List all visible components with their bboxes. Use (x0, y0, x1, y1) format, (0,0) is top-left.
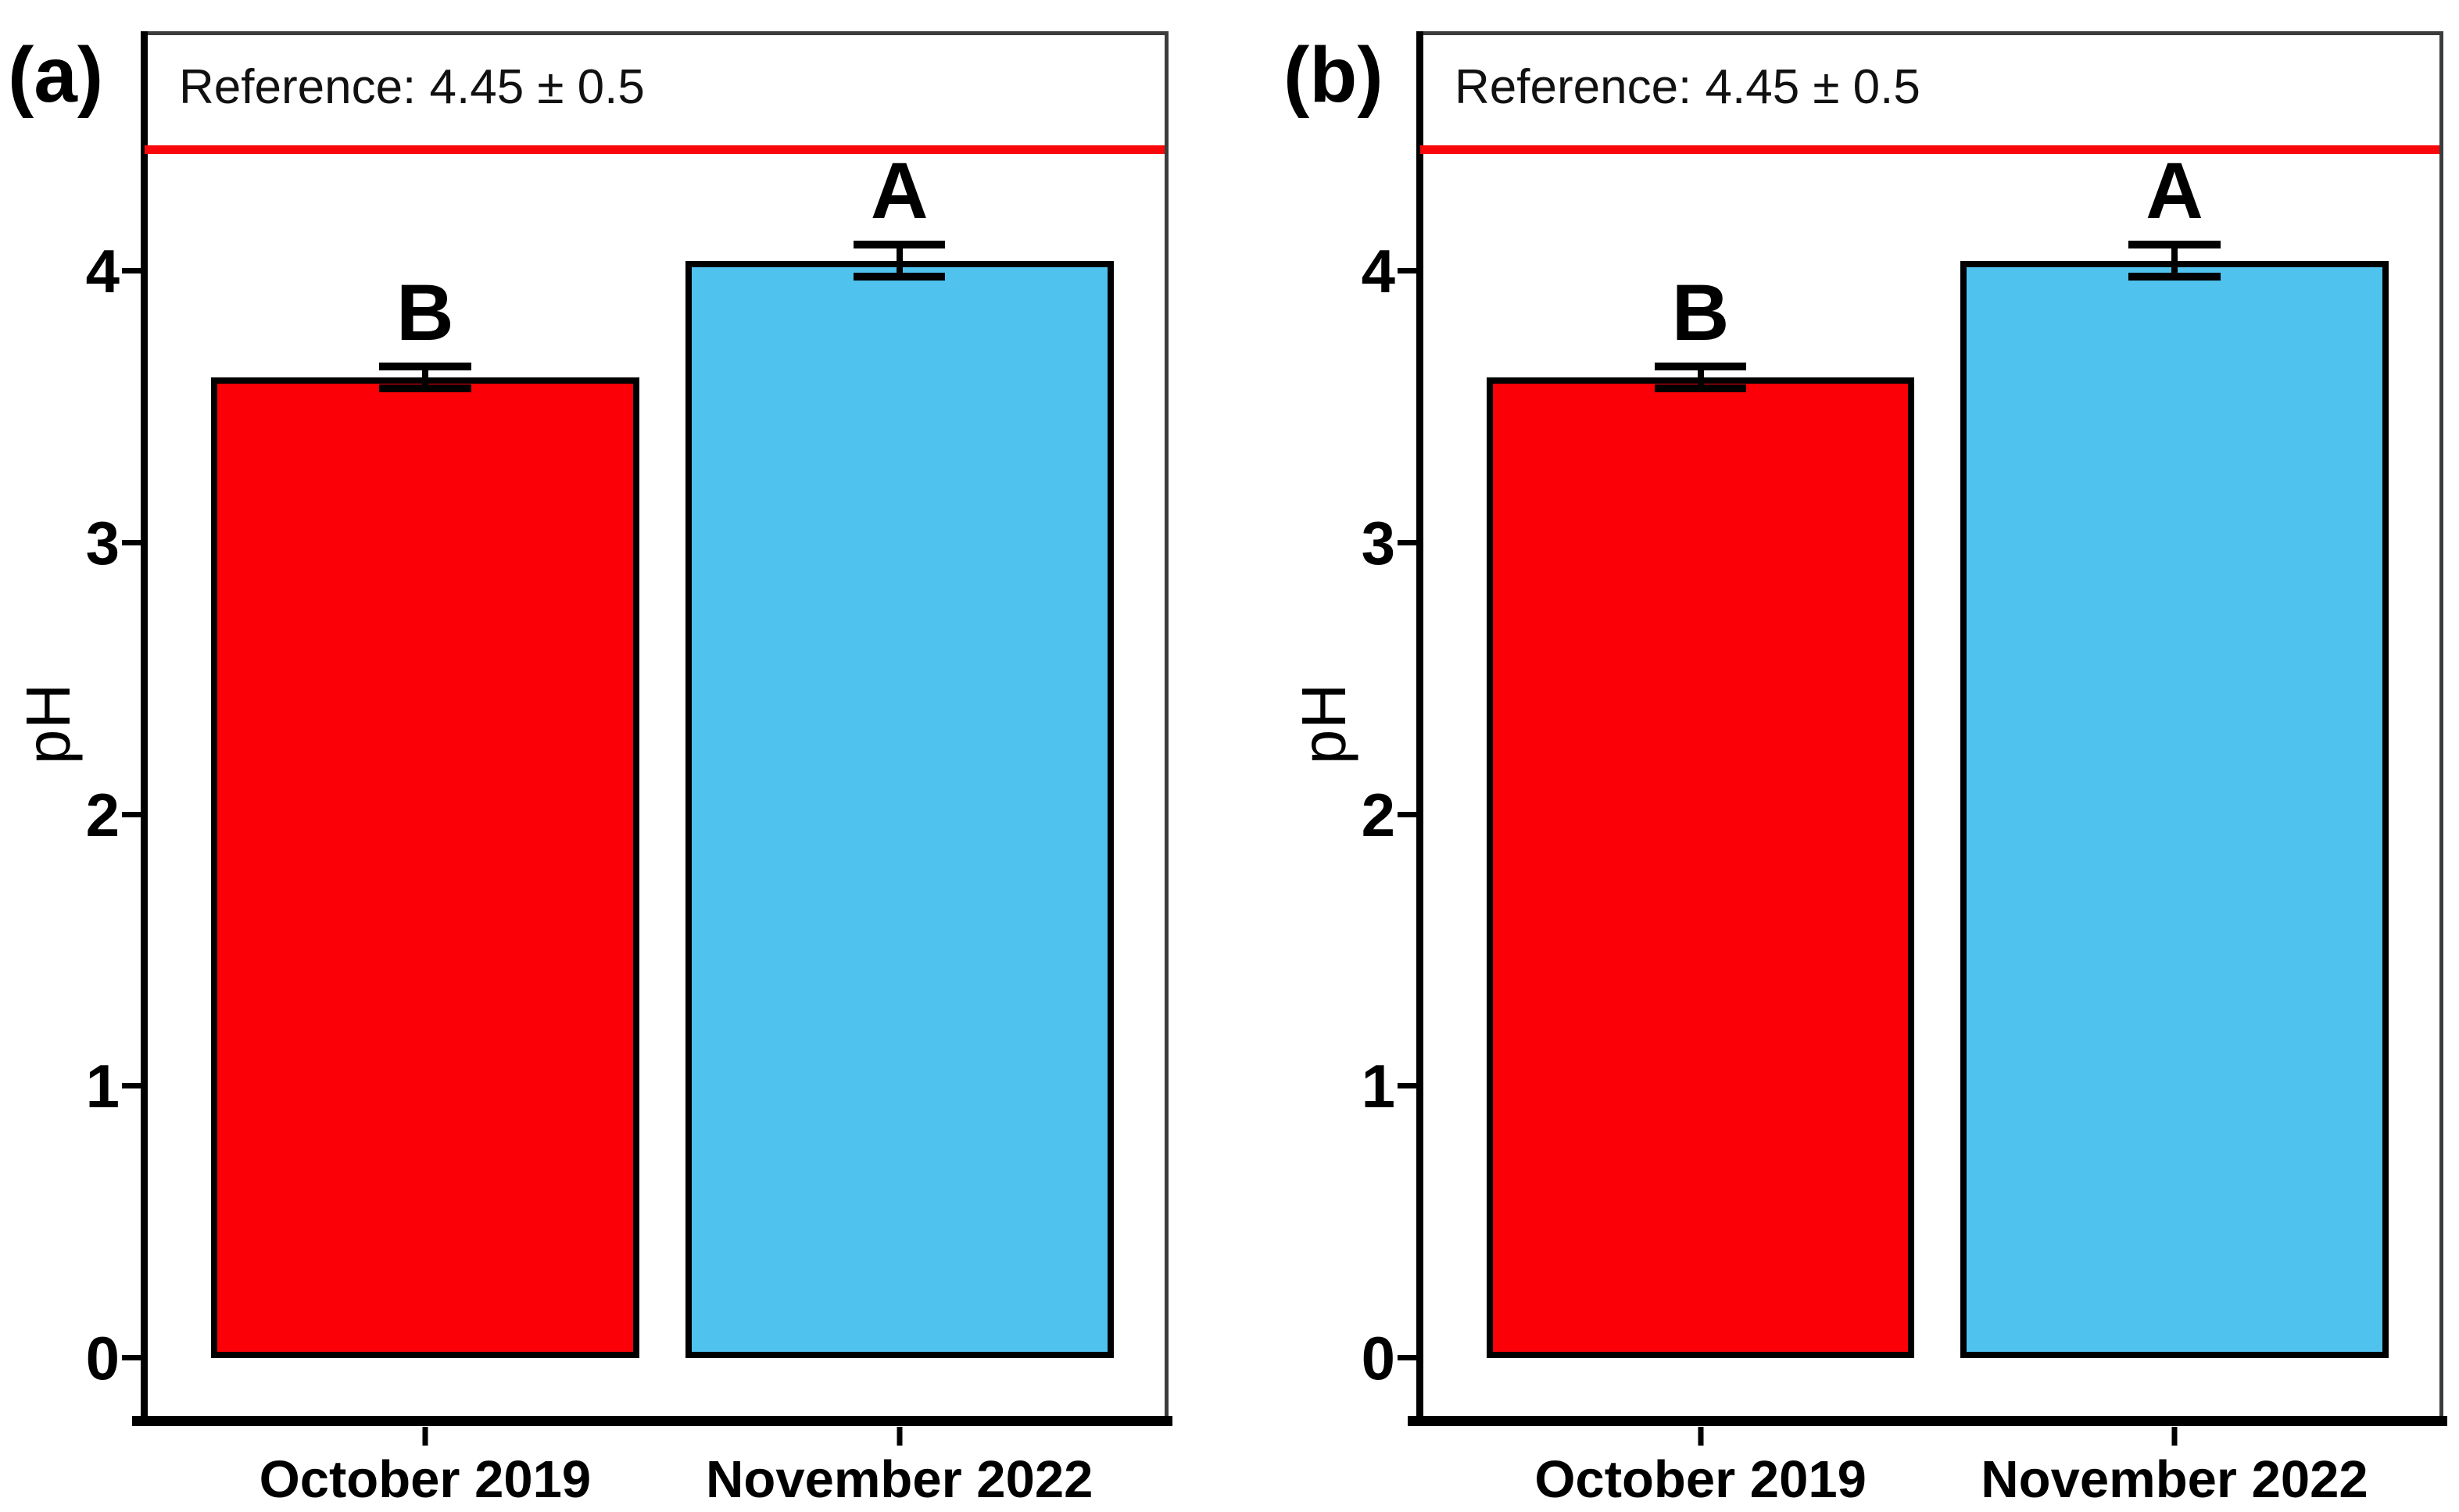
bar-october-2019: B (1420, 35, 2439, 1421)
y-tick-mark (1398, 540, 1416, 546)
y-axis-title: pH (1289, 682, 1358, 765)
reference-line (145, 145, 1165, 154)
y-tick-label: 3 (1361, 509, 1395, 578)
significance-letter: B (1671, 268, 1730, 358)
y-tick-mark (1398, 1083, 1416, 1089)
error-bar-stem (2171, 244, 2178, 277)
y-tick-label: 0 (85, 1324, 120, 1393)
plot-area: Reference: 4.45 ± 0.5 B A 0 1 2 3 4 (1362, 31, 2447, 1506)
x-tick-mark (422, 1427, 428, 1446)
reference-line (1420, 145, 2439, 154)
y-tick-label: 2 (85, 780, 120, 849)
y-tick-label: 4 (85, 237, 120, 306)
bar-rect (210, 377, 639, 1359)
y-tick-mark (122, 1083, 141, 1089)
y-tick-label: 1 (1361, 1052, 1395, 1121)
error-bar-stem (896, 244, 903, 277)
y-tick-label: 2 (1361, 780, 1395, 849)
bar-october-2019: B (145, 35, 1165, 1421)
plot-area: Reference: 4.45 ± 0.5 B A 0 1 2 3 4 (86, 31, 1172, 1506)
bar-november-2022: A (145, 35, 1165, 1421)
y-tick-mark (122, 1355, 141, 1361)
y-axis-title: pH (13, 682, 83, 765)
x-category-label: November 2022 (1981, 1450, 2368, 1509)
error-bar-cap-top (853, 240, 946, 248)
significance-letter: A (870, 145, 929, 235)
significance-letter: A (2146, 145, 2203, 235)
reference-annotation: Reference: 4.45 ± 0.5 (179, 60, 645, 114)
panel-a: (a) pH Reference: 4.45 ± 0.5 B A 0 (8, 31, 1172, 1506)
error-bar-cap-bottom (379, 384, 471, 392)
y-axis-line (1416, 31, 1423, 1424)
bar-november-2022: A (1420, 35, 2439, 1421)
panel-b-label: (b) (1283, 31, 1383, 119)
x-category-label: October 2019 (259, 1450, 592, 1509)
y-tick-mark (122, 540, 141, 546)
x-axis-line (1408, 1416, 2447, 1426)
y-tick-mark (1398, 1355, 1416, 1361)
y-axis-line (141, 31, 148, 1424)
error-bar-stem (421, 366, 428, 388)
error-bar-cap-bottom (853, 273, 946, 281)
bar-rect (1486, 377, 1915, 1359)
bar-rect (1960, 260, 2389, 1359)
x-tick-mark (897, 1427, 903, 1446)
bar-rect (685, 260, 1114, 1359)
error-bar-cap-top (1654, 363, 1747, 371)
y-tick-mark (122, 811, 141, 817)
y-tick-mark (122, 268, 141, 274)
y-tick-label: 1 (85, 1052, 120, 1121)
panel-a-label: (a) (8, 31, 104, 119)
error-bar-cap-bottom (1654, 384, 1747, 392)
error-bar-cap-top (2128, 240, 2221, 248)
y-tick-mark (1398, 268, 1416, 274)
x-tick-mark (2171, 1427, 2178, 1446)
y-tick-label: 3 (85, 509, 120, 578)
error-bar-stem (1697, 366, 1704, 388)
panel-b: (b) pH Reference: 4.45 ± 0.5 B A 0 (1276, 0, 2459, 1512)
x-category-label: October 2019 (1534, 1450, 1867, 1509)
x-axis-line (132, 1416, 1172, 1426)
error-bar-cap-bottom (2128, 273, 2221, 281)
y-tick-label: 4 (1361, 237, 1395, 306)
reference-annotation: Reference: 4.45 ± 0.5 (1455, 60, 1920, 114)
error-bar-cap-top (379, 363, 471, 371)
y-tick-mark (1398, 811, 1416, 817)
x-category-label: November 2022 (706, 1450, 1093, 1509)
significance-letter: B (396, 268, 454, 358)
y-tick-label: 0 (1361, 1324, 1395, 1393)
x-tick-mark (1698, 1427, 1704, 1446)
